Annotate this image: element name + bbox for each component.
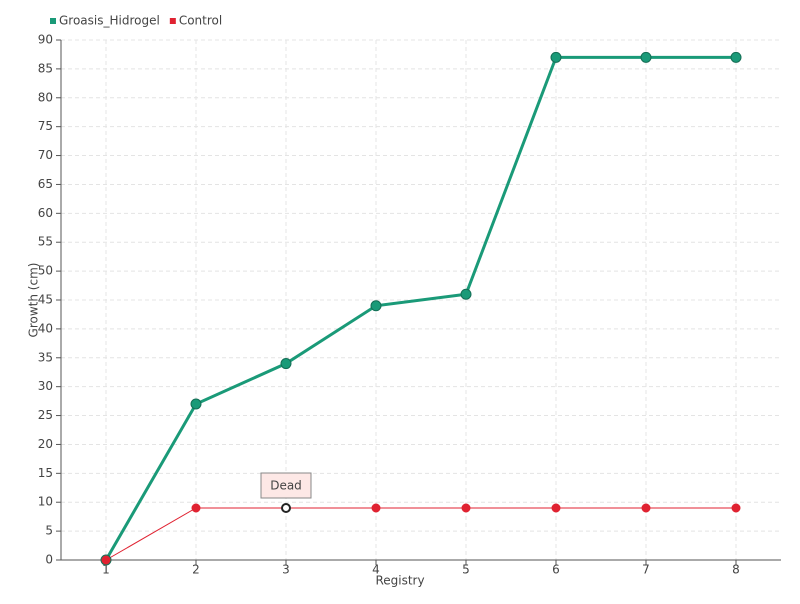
series-line	[105, 507, 736, 561]
y-tick-label: 85	[38, 61, 53, 75]
series-line	[104, 55, 736, 561]
y-tick-label: 30	[38, 379, 53, 393]
legend-label: Control	[179, 14, 222, 28]
x-tick-label: 3	[282, 563, 290, 577]
y-tick-label: 80	[38, 90, 53, 104]
y-tick-label: 35	[38, 350, 53, 364]
x-tick-label: 7	[642, 563, 650, 577]
y-tick-label: 55	[38, 235, 53, 249]
data-point	[190, 398, 202, 410]
x-tick-label: 2	[192, 563, 200, 577]
y-tick-label: 5	[45, 524, 53, 538]
data-point	[101, 555, 111, 565]
y-tick-label: 90	[38, 33, 53, 47]
x-tick-label: 4	[372, 563, 380, 577]
annotation: Dead	[270, 479, 302, 493]
x-tick-label: 1	[102, 563, 110, 577]
data-point	[731, 503, 741, 513]
data-point	[461, 503, 471, 513]
y-tick-label: 75	[38, 119, 53, 133]
y-tick-label: 45	[38, 293, 53, 307]
data-point	[370, 300, 382, 312]
y-tick-label: 25	[38, 408, 53, 422]
y-tick-label: 10	[38, 495, 53, 509]
y-tick-label: 0	[45, 553, 53, 567]
y-tick-label: 40	[38, 321, 53, 335]
y-tick-label: 20	[38, 437, 53, 451]
data-point	[191, 503, 201, 513]
data-point	[550, 51, 562, 63]
data-point	[460, 288, 472, 300]
data-point	[281, 503, 291, 513]
x-tick-label: 8	[732, 563, 740, 577]
legend-swatch	[169, 18, 176, 24]
y-tick-label: 60	[38, 206, 53, 220]
y-tick-label: 65	[38, 177, 53, 191]
data-point	[641, 503, 651, 513]
x-tick-label: 5	[462, 563, 470, 577]
legend-swatch	[50, 18, 56, 24]
data-point	[640, 51, 652, 63]
data-point	[280, 358, 292, 370]
data-point	[371, 503, 381, 513]
legend-label: Groasis_Hidrogel	[59, 14, 160, 28]
data-point	[730, 51, 742, 63]
x-tick-label: 6	[552, 563, 560, 577]
data-point	[551, 503, 561, 513]
y-tick-label: 50	[38, 264, 53, 278]
y-axis-label: Growth (cm)	[27, 263, 41, 338]
x-axis-label: Registry	[375, 574, 424, 588]
annotation-box	[260, 472, 312, 499]
y-tick-label: 70	[38, 148, 53, 162]
y-tick-label: 15	[38, 466, 53, 480]
